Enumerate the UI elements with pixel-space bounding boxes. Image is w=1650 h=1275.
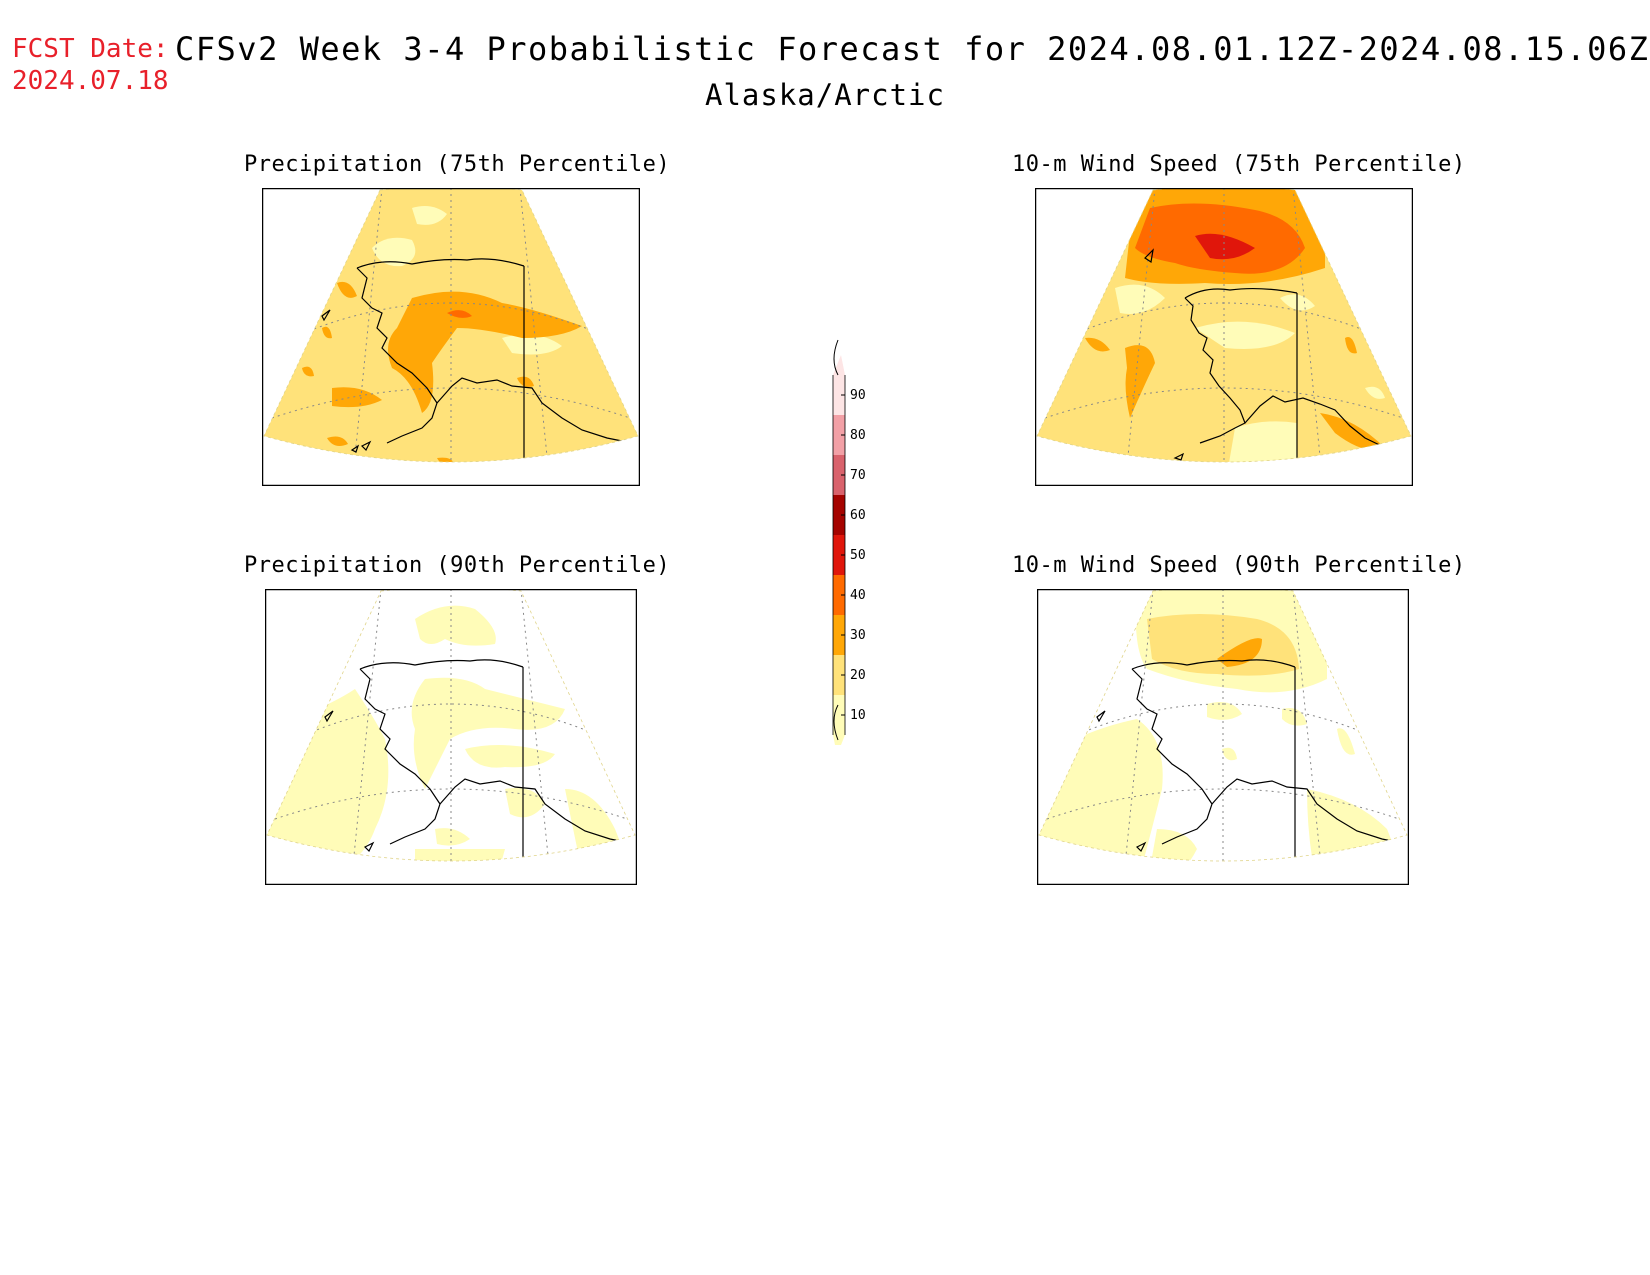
colorbar-label-70: 70 <box>850 468 866 483</box>
fcst-date-value: 2024.07.18 <box>12 66 169 96</box>
colorbar-label-30: 30 <box>850 628 866 643</box>
page-title: CFSv2 Week 3-4 Probabilistic Forecast fo… <box>175 30 1650 68</box>
colorbar-swatch-c80 <box>833 415 845 455</box>
region-subtitle: Alaska/Arctic <box>705 78 945 112</box>
colorbar-label-60: 60 <box>850 508 866 523</box>
panel-title-wind-75: 10-m Wind Speed (75th Percentile) <box>1012 152 1466 177</box>
colorbar-swatch-c20 <box>833 655 845 695</box>
colorbar-swatch-c10 <box>833 695 845 735</box>
colorbar-swatch-c30 <box>833 615 845 655</box>
colorbar-swatch-c90 <box>833 375 845 415</box>
colorbar-label-50: 50 <box>850 548 866 563</box>
colorbar-label-80: 80 <box>850 428 866 443</box>
colorbar-label-90: 90 <box>850 388 866 403</box>
colorbar-swatch-c40 <box>833 575 845 615</box>
map-precip-90 <box>265 589 637 885</box>
map-wind-75 <box>1035 188 1413 486</box>
panel-title-wind-90: 10-m Wind Speed (90th Percentile) <box>1012 553 1466 578</box>
colorbar-swatch-c50 <box>833 535 845 575</box>
colorbar-cap-bottom <box>833 735 845 745</box>
fcst-date-label: FCST Date: <box>12 34 169 64</box>
colorbar-label-20: 20 <box>850 668 866 683</box>
colorbar-label-40: 40 <box>850 588 866 603</box>
map-precip-75 <box>262 188 640 486</box>
colorbar-swatch-c60 <box>833 495 845 535</box>
panel-title-precip-75: Precipitation (75th Percentile) <box>244 152 671 177</box>
colorbar: 90 80 70 60 50 40 30 20 10 <box>832 339 866 745</box>
panel-title-precip-90: Precipitation (90th Percentile) <box>244 553 671 578</box>
colorbar-label-10: 10 <box>850 708 866 723</box>
map-wind-90 <box>1037 589 1409 885</box>
colorbar-swatch-c70 <box>833 455 845 495</box>
